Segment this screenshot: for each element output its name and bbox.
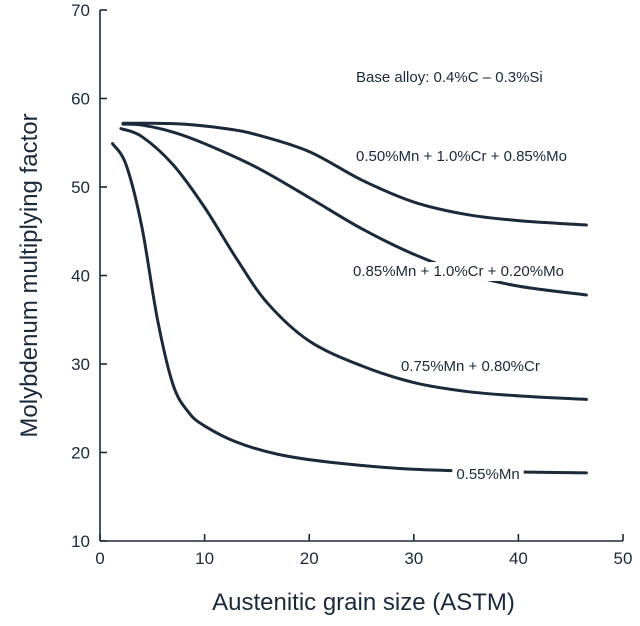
curves bbox=[111, 121, 588, 475]
curve-label: 0.75%Mn + 0.80%Cr bbox=[401, 358, 540, 375]
axes: 10 20 30 40 50 60 70 0 10 20 30 40 50 bbox=[71, 1, 632, 568]
curve-label-background bbox=[349, 262, 568, 281]
base-alloy-note: Base alloy: 0.4%C – 0.3%Si bbox=[356, 69, 543, 86]
x-tick-label: 30 bbox=[404, 549, 423, 568]
curve-mn bbox=[111, 142, 588, 475]
x-tick-label: 20 bbox=[300, 549, 319, 568]
x-tick-label: 50 bbox=[614, 549, 633, 568]
y-tick-label: 40 bbox=[71, 267, 90, 286]
curve-labels: 0.50%Mn + 1.0%Cr + 0.85%Mo 0.85%Mn + 1.0%… bbox=[349, 148, 568, 484]
y-tick-label: 50 bbox=[71, 178, 90, 197]
curve-label: 0.55%Mn bbox=[456, 466, 519, 483]
x-axis-title: Austenitic grain size (ASTM) bbox=[212, 589, 515, 616]
curve-label-background bbox=[452, 465, 524, 484]
y-tick-label: 70 bbox=[71, 1, 90, 20]
curve-mn-cr-085mo bbox=[121, 121, 588, 227]
y-tick-label: 60 bbox=[71, 90, 90, 109]
curve-label: 0.85%Mn + 1.0%Cr + 0.20%Mo bbox=[353, 263, 564, 280]
x-tick-label: 0 bbox=[95, 549, 104, 568]
y-tick-label: 30 bbox=[71, 355, 90, 374]
y-tick-label: 10 bbox=[71, 532, 90, 551]
curve-mn-cr bbox=[119, 127, 588, 401]
y-axis-title: Molybdenum multiplying factor bbox=[16, 113, 43, 437]
x-tick-label: 40 bbox=[509, 549, 528, 568]
curve-label: 0.50%Mn + 1.0%Cr + 0.85%Mo bbox=[356, 148, 567, 165]
y-tick-label: 20 bbox=[71, 444, 90, 463]
x-tick-label: 10 bbox=[195, 549, 214, 568]
